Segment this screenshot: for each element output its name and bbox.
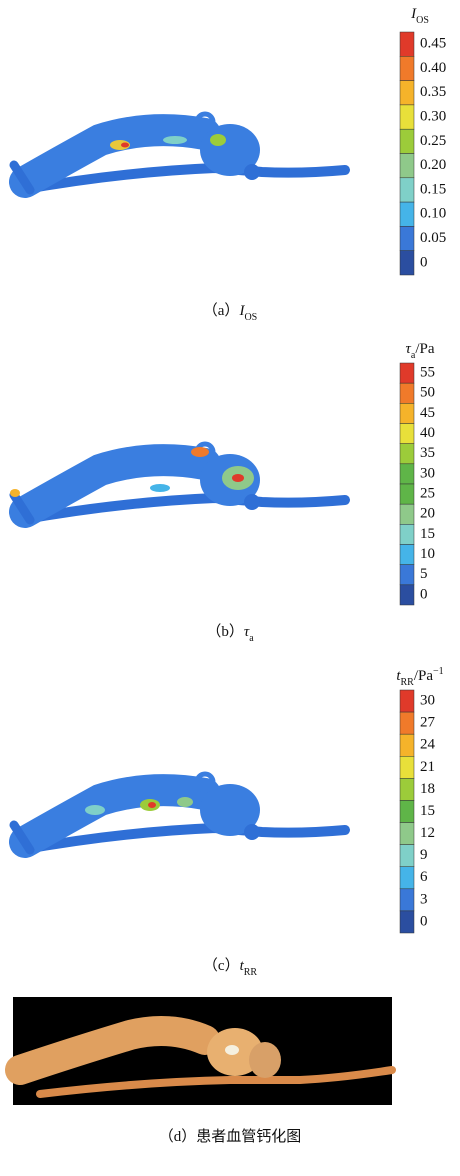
colorbar-segment bbox=[400, 251, 414, 275]
colorbar-tick-label: 50 bbox=[420, 385, 435, 401]
colorbar-segment bbox=[400, 56, 414, 80]
panel-c-image bbox=[14, 774, 345, 850]
colorbar-tick-label: 30 bbox=[420, 692, 435, 708]
colorbar-tick-label: 0.40 bbox=[420, 60, 446, 76]
colorbar-tick-label: 18 bbox=[420, 781, 435, 797]
colorbar-segment bbox=[400, 154, 414, 178]
text-label: （a） bbox=[203, 302, 240, 319]
colorbar-segment bbox=[400, 889, 414, 911]
colorbar-tick-label: 0.25 bbox=[420, 133, 446, 149]
caption: （d）患者血管钙化图 bbox=[159, 1128, 302, 1145]
panel-b-image bbox=[10, 444, 345, 520]
caption: （c）tRR bbox=[203, 957, 258, 977]
colorbar-title: τa/Pa bbox=[406, 341, 435, 360]
colorbar-segment bbox=[400, 226, 414, 250]
colorbar-tick-label: 9 bbox=[420, 847, 428, 863]
text-suffix: /Pa bbox=[414, 668, 434, 684]
colorbar-tick-label: 0.10 bbox=[420, 206, 446, 222]
text-label: （c） bbox=[203, 957, 240, 974]
colorbar-tick-label: 15 bbox=[420, 803, 435, 819]
colorbar-segment bbox=[400, 363, 414, 383]
colorbar-segment bbox=[400, 800, 414, 822]
colorbar-title: tRR/Pa−1 bbox=[396, 666, 443, 688]
colorbar-tick-label: 27 bbox=[420, 715, 436, 731]
photo bbox=[13, 997, 392, 1105]
colorbar-tick-label: 21 bbox=[420, 759, 435, 775]
colorbar-title: IOS bbox=[410, 6, 429, 25]
text-sub: RR bbox=[244, 967, 258, 978]
text-sub: OS bbox=[244, 312, 257, 323]
colorbar-segment bbox=[400, 484, 414, 504]
colorbar-tick-label: 20 bbox=[420, 506, 435, 522]
text-label: （b） bbox=[206, 623, 244, 640]
colorbar-tick-label: 24 bbox=[420, 737, 436, 753]
colorbar-segment bbox=[400, 81, 414, 105]
colorbar-segment bbox=[400, 585, 414, 605]
figure: IOS 0.45 0.40 0.35 0.30 0.25 0.20 0.15 0.10 0.05 0… bbox=[0, 0, 460, 1176]
colorbar-segment bbox=[400, 823, 414, 845]
colorbar-segment bbox=[400, 424, 414, 444]
colorbar-segment bbox=[400, 105, 414, 129]
colorbar-tick-label: 35 bbox=[420, 445, 435, 461]
colorbar-segment bbox=[400, 202, 414, 226]
colorbar-segment bbox=[400, 565, 414, 585]
colorbar-tick-label: 40 bbox=[420, 425, 435, 441]
colorbar-tick-label: 0 bbox=[420, 254, 428, 270]
colorbar-tick-label: 0.45 bbox=[420, 36, 446, 52]
colorbar-tick-label: 6 bbox=[420, 869, 428, 885]
colorbar-tick-label: 3 bbox=[420, 891, 428, 907]
colorbar-tick-label: 0.35 bbox=[420, 84, 446, 100]
colorbar-segment bbox=[400, 545, 414, 565]
colorbar-segment bbox=[400, 734, 414, 756]
panel-a-image bbox=[14, 114, 345, 190]
colorbar-tick-label: 0 bbox=[420, 586, 428, 602]
colorbar-segment bbox=[400, 712, 414, 734]
colorbar-tick-label: 12 bbox=[420, 825, 435, 841]
colorbar-segment bbox=[400, 444, 414, 464]
colorbar-segment bbox=[400, 867, 414, 889]
colorbar-segment bbox=[400, 504, 414, 524]
caption: （b）τa bbox=[206, 623, 254, 643]
colorbar-tick-label: 0.15 bbox=[420, 181, 446, 197]
colorbar-tick-label: 0 bbox=[420, 913, 428, 929]
colorbar-segment bbox=[400, 383, 414, 403]
colorbar-segment bbox=[400, 778, 414, 800]
colorbar-segment bbox=[400, 403, 414, 423]
colorbar-segment bbox=[400, 690, 414, 712]
text-text: 患者血管钙化图 bbox=[196, 1128, 301, 1145]
colorbar-tick-label: 45 bbox=[420, 405, 435, 421]
colorbar-segment bbox=[400, 756, 414, 778]
colorbar-tick-label: 15 bbox=[420, 526, 435, 542]
colorbar-segment bbox=[400, 464, 414, 484]
colorbar-tick-label: 10 bbox=[420, 546, 435, 562]
text-sup: −1 bbox=[433, 666, 444, 677]
colorbar-tick-label: 55 bbox=[420, 365, 435, 381]
colorbar-segment bbox=[400, 129, 414, 153]
colorbar-tick-label: 0.20 bbox=[420, 157, 446, 173]
colorbar-segment bbox=[400, 845, 414, 867]
text-sub: OS bbox=[416, 15, 429, 26]
colorbar-tick-label: 5 bbox=[420, 566, 428, 582]
colorbar-segment bbox=[400, 911, 414, 933]
text-label: （d） bbox=[159, 1128, 197, 1145]
colorbar-segment bbox=[400, 524, 414, 544]
colorbar-segment bbox=[400, 32, 414, 56]
text-suffix: /Pa bbox=[415, 341, 435, 357]
caption: （a）IOS bbox=[203, 302, 257, 322]
text-sub: RR bbox=[401, 677, 415, 688]
colorbar-tick-label: 30 bbox=[420, 465, 435, 481]
colorbar-tick-label: 0.30 bbox=[420, 108, 446, 124]
colorbar-tick-label: 25 bbox=[420, 486, 435, 502]
colorbar-segment bbox=[400, 178, 414, 202]
colorbar-tick-label: 0.05 bbox=[420, 230, 446, 246]
text-sub: a bbox=[249, 633, 254, 644]
